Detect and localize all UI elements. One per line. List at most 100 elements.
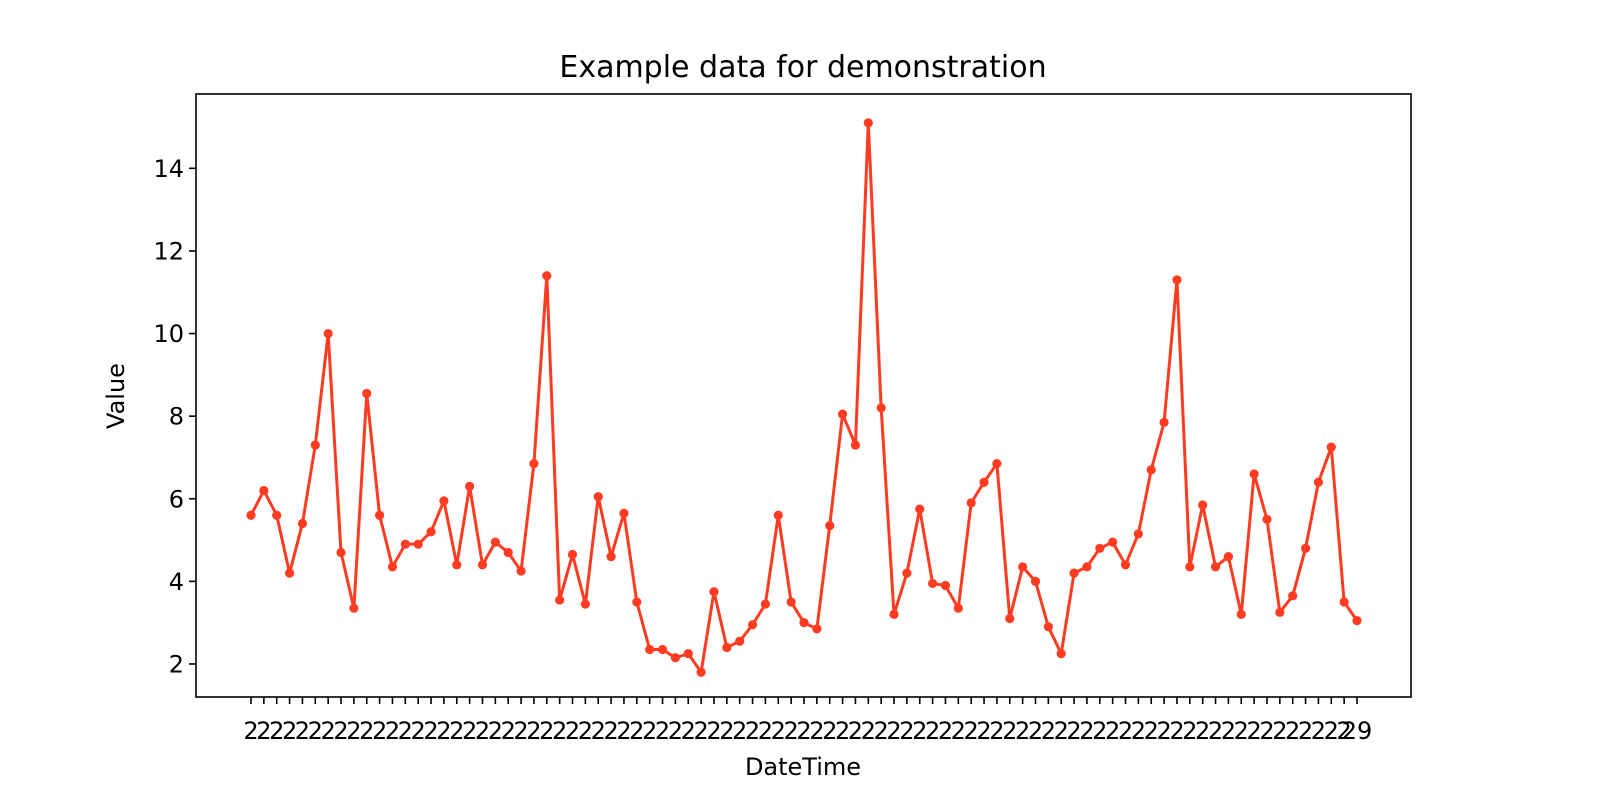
- data-point: [1339, 597, 1349, 607]
- data-point: [542, 271, 552, 281]
- x-tick-label: 2: [308, 717, 323, 745]
- data-point: [1288, 591, 1298, 601]
- x-tick-label: 2: [783, 717, 798, 745]
- plot-area-frame: [195, 93, 1412, 698]
- x-tick-label: 2: [758, 717, 773, 745]
- data-point: [1082, 562, 1092, 572]
- data-point: [323, 328, 333, 339]
- data-point: [1146, 465, 1156, 475]
- data-point: [747, 620, 758, 630]
- x-tick-label: 2: [501, 717, 516, 745]
- x-tick-label: 2: [475, 717, 490, 745]
- x-tick-label: 2: [655, 717, 670, 745]
- x-tick-label: 2: [976, 717, 991, 745]
- x-tick-label: 2: [732, 717, 747, 745]
- data-point: [1198, 500, 1208, 510]
- data-point: [825, 520, 835, 531]
- x-tick-label: 2: [1131, 717, 1146, 745]
- x-tick-label: 2: [552, 717, 567, 745]
- x-tick-label: 2: [1246, 717, 1261, 745]
- x-tick-label: 29: [1342, 717, 1373, 745]
- x-tick-label: 2: [1208, 717, 1223, 745]
- x-tick-label: 2: [411, 717, 426, 745]
- data-point: [1236, 609, 1246, 619]
- x-tick-label: 2: [591, 717, 606, 745]
- x-tick-label: 2: [1028, 717, 1043, 745]
- x-tick-label: 2: [1336, 717, 1351, 745]
- chart-title: Example data for demonstration: [559, 50, 1046, 85]
- data-point: [760, 599, 771, 609]
- data-point: [773, 510, 783, 520]
- data-point: [516, 566, 526, 576]
- data-point: [928, 578, 938, 589]
- series-line: [249, 121, 1359, 674]
- data-point: [1210, 562, 1221, 572]
- x-tick-label: 2: [398, 717, 413, 745]
- x-axis: 2222222222222222222222222222222222222222…: [243, 697, 1372, 745]
- data-point: [297, 518, 308, 529]
- data-point: [889, 609, 899, 619]
- data-point: [1249, 469, 1259, 479]
- x-tick-label: 2: [1092, 717, 1107, 745]
- data-point: [876, 403, 886, 413]
- data-point: [1043, 622, 1053, 632]
- data-point: [387, 562, 398, 572]
- data-point: [246, 510, 256, 520]
- y-tick-label: 4: [169, 568, 184, 596]
- data-point: [837, 409, 848, 419]
- data-point: [1159, 417, 1169, 427]
- x-tick-label: 2: [1041, 717, 1056, 745]
- y-tick-label: 2: [169, 650, 184, 678]
- x-tick-label: 2: [771, 717, 786, 745]
- data-point: [284, 568, 295, 578]
- x-tick-label: 2: [526, 717, 541, 745]
- series-value: [246, 118, 1362, 677]
- x-tick-label: 2: [295, 717, 310, 745]
- data-point: [310, 440, 320, 450]
- data-point: [696, 667, 706, 677]
- data-point: [1262, 514, 1272, 525]
- data-point: [722, 642, 732, 653]
- data-point: [1069, 568, 1079, 578]
- data-point: [683, 649, 693, 659]
- x-tick-label: 2: [1054, 717, 1069, 745]
- data-point: [465, 481, 475, 491]
- x-tick-label: 2: [565, 717, 580, 745]
- x-tick-label: 2: [1195, 717, 1210, 745]
- data-point: [606, 551, 616, 562]
- x-tick-label: 2: [925, 717, 940, 745]
- data-point: [953, 603, 963, 613]
- x-tick-label: 2: [642, 717, 657, 745]
- x-tick-label: 2: [1298, 717, 1313, 745]
- data-point: [632, 597, 642, 607]
- x-tick-label: 2: [372, 717, 387, 745]
- data-point: [362, 388, 372, 399]
- data-point: [863, 118, 873, 128]
- data-point: [272, 510, 282, 520]
- x-tick-label: 2: [423, 717, 438, 745]
- y-tick-label: 8: [169, 403, 184, 431]
- x-tick-label: 2: [488, 717, 503, 745]
- data-point: [799, 618, 809, 628]
- x-tick-label: 2: [1324, 717, 1339, 745]
- data-point: [670, 653, 680, 663]
- x-tick-label: 2: [1066, 717, 1081, 745]
- data-point: [940, 580, 951, 591]
- x-tick-label: 2: [822, 717, 837, 745]
- x-tick-label: 2: [282, 717, 297, 745]
- x-tick-label: 2: [1182, 717, 1197, 745]
- data-point: [915, 504, 925, 514]
- data-point: [812, 624, 822, 634]
- data-point: [735, 636, 745, 646]
- x-tick-label: 2: [1144, 717, 1159, 745]
- x-tick-label: 2: [449, 717, 464, 745]
- data-point: [619, 508, 629, 518]
- data-point: [349, 603, 359, 613]
- x-tick-label: 2: [1002, 717, 1017, 745]
- x-tick-label: 2: [1311, 717, 1326, 745]
- x-tick-label: 2: [1285, 717, 1300, 745]
- x-tick-label: 2: [886, 717, 901, 745]
- x-tick-label: 2: [912, 717, 927, 745]
- x-tick-label: 2: [1259, 717, 1274, 745]
